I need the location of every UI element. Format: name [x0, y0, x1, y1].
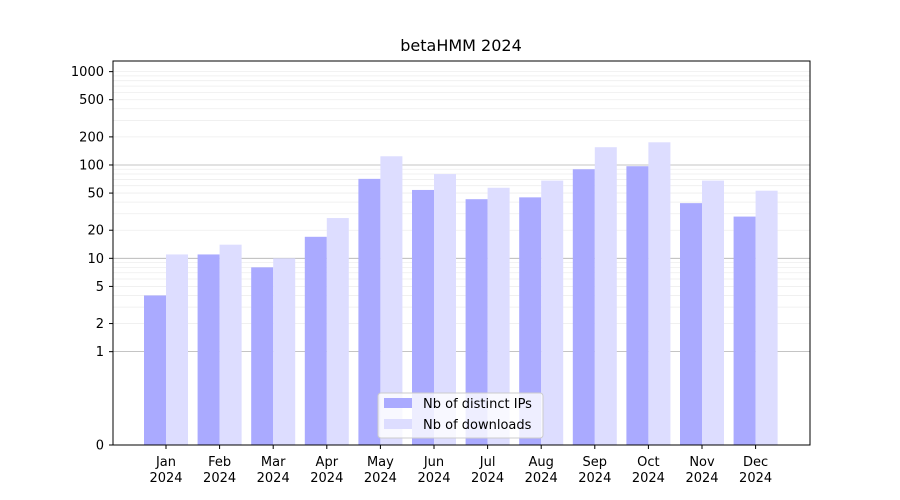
bar — [572, 169, 595, 446]
x-tick-label-line: 2024 — [310, 471, 343, 486]
bar — [626, 166, 649, 446]
x-tick-label: May 2024 — [364, 455, 397, 486]
x-tick-label-line: 2024 — [525, 471, 558, 486]
x-tick-label-line: Sep — [583, 455, 608, 470]
y-tick-label: 10 — [87, 252, 104, 267]
bar — [702, 180, 724, 445]
y-tick-label: 2 — [96, 317, 104, 332]
x-tick-label: Jul 2024 — [471, 455, 504, 486]
x-tick-label: Nov 2024 — [685, 455, 718, 486]
legend-label: Nb of downloads — [423, 418, 532, 433]
bar — [197, 254, 220, 445]
x-tick-label-line: 2024 — [739, 471, 772, 486]
bar — [251, 267, 274, 445]
chart-title: betaHMM 2024 — [400, 36, 522, 55]
legend: Nb of distinct IPs Nb of downloads — [377, 392, 544, 439]
x-tick-label-line: 2024 — [364, 471, 397, 486]
bars — [144, 142, 778, 446]
x-tick-label: Dec 2024 — [739, 455, 772, 486]
bar — [434, 174, 456, 445]
x-tick-label-line: Aug — [529, 455, 554, 470]
x-tick-label-line: 2024 — [578, 471, 611, 486]
bar — [358, 178, 381, 445]
x-tick-label-line: Feb — [208, 455, 231, 470]
x-tick-label: Apr 2024 — [310, 455, 343, 486]
bar — [144, 295, 166, 445]
x-tick-label-line: 2024 — [685, 471, 718, 486]
plot-frame — [112, 60, 811, 446]
y-tick-label: 5 — [96, 280, 104, 295]
x-tick-label-line: 2024 — [417, 471, 450, 486]
x-tick-label-line: 2024 — [471, 471, 504, 486]
bar — [648, 142, 671, 445]
bar — [755, 190, 778, 445]
bar — [273, 258, 296, 445]
x-tick-label: Jun 2024 — [417, 455, 450, 486]
bar — [733, 216, 756, 445]
bar — [680, 203, 702, 445]
y-tick-label: 50 — [87, 187, 104, 202]
x-tick-label-line: 2024 — [257, 471, 290, 486]
x-tick-label-line: Oct — [637, 455, 659, 470]
x-tick-label-line: 2024 — [632, 471, 665, 486]
x-tick-label-line: Jan — [155, 455, 176, 470]
x-tick-label-line: May — [367, 455, 394, 470]
legend-box — [377, 392, 544, 439]
y-tick-label: 20 — [87, 224, 104, 239]
x-tick-label-line: Mar — [261, 455, 286, 470]
y-tick-label: 1000 — [71, 65, 104, 80]
y-tick-label: 500 — [79, 93, 104, 108]
bar — [519, 197, 542, 445]
x-tick-label-line: 2024 — [149, 471, 182, 486]
x-tick-label: Sep 2024 — [578, 455, 611, 486]
legend-label: Nb of distinct IPs — [423, 397, 532, 412]
x-tick-label: Aug 2024 — [525, 455, 558, 486]
x-tick-label: Jan 2024 — [149, 455, 182, 486]
bar — [166, 254, 188, 445]
x-tick-label: Feb 2024 — [203, 455, 236, 486]
bar — [487, 187, 510, 445]
x-tick-label-line: Apr — [316, 455, 339, 470]
bar — [465, 199, 488, 445]
legend-swatch — [384, 419, 412, 429]
legend-swatch — [384, 398, 412, 408]
x-tick-label-line: Dec — [743, 455, 768, 470]
x-tick-label-line: Nov — [689, 455, 715, 470]
bar — [326, 218, 349, 445]
bar — [219, 244, 242, 445]
y-axis-ticks: 0 1 2 5 10 20 50 100 200 500 1000 — [71, 65, 113, 454]
bar — [304, 236, 327, 445]
y-tick-label: 1 — [96, 345, 104, 360]
x-tick-label: Mar 2024 — [257, 455, 290, 486]
x-tick-label: Oct 2024 — [632, 455, 665, 486]
bar — [541, 180, 564, 445]
bar — [380, 156, 403, 445]
x-tick-label-line: 2024 — [203, 471, 236, 486]
x-tick-label-line: Jul — [479, 455, 496, 470]
bar — [594, 147, 617, 445]
x-tick-label-line: Jun — [423, 455, 444, 470]
y-tick-label: 100 — [79, 158, 104, 173]
bar — [412, 189, 434, 445]
y-tick-label: 200 — [79, 130, 104, 145]
axes — [112, 60, 811, 446]
y-tick-label: 0 — [96, 439, 104, 454]
